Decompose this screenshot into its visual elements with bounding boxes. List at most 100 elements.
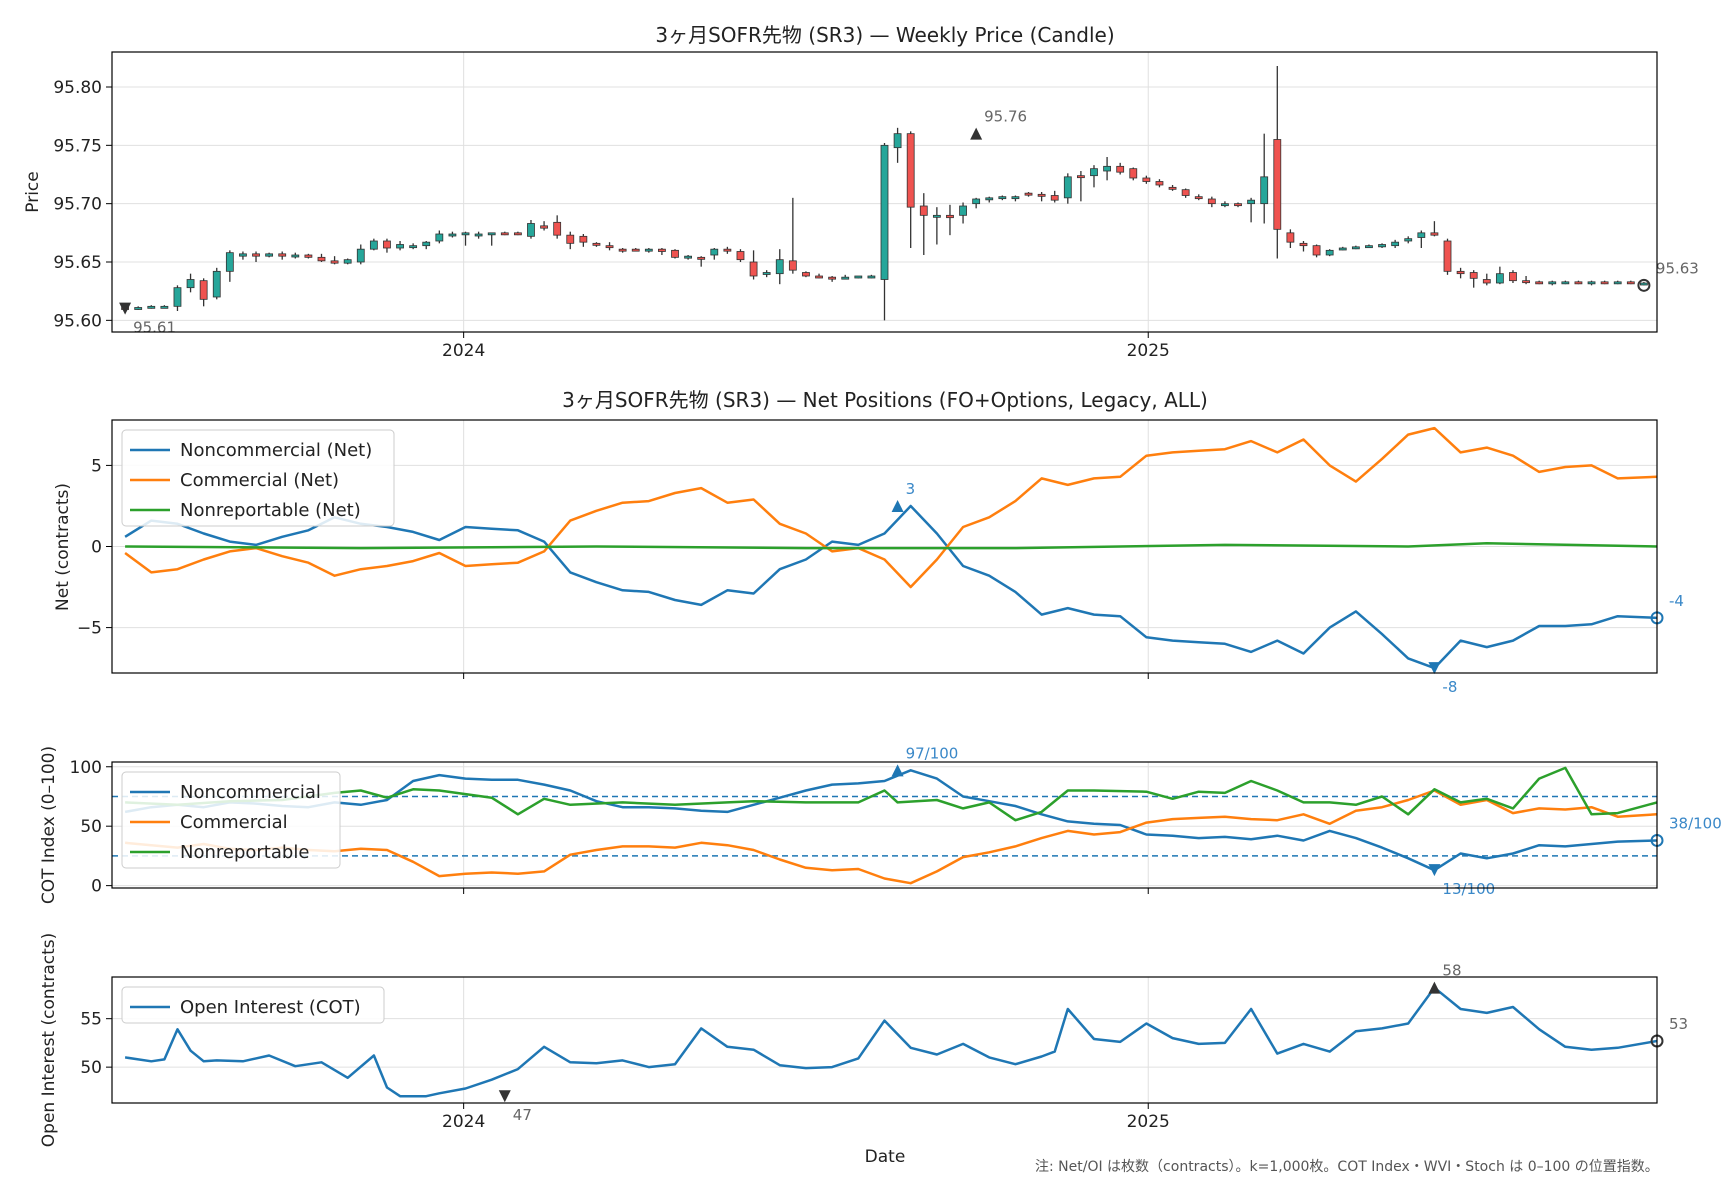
max-label: 97/100 bbox=[906, 744, 959, 762]
candle-body bbox=[1469, 272, 1478, 279]
candle-body bbox=[1076, 175, 1085, 179]
candle-body bbox=[1495, 273, 1504, 284]
min-marker bbox=[498, 1090, 511, 1103]
candle-body bbox=[513, 232, 522, 236]
min-marker bbox=[1428, 864, 1441, 877]
last-label: -4 bbox=[1669, 592, 1684, 610]
series-line bbox=[124, 769, 1658, 872]
cot-legend: Noncommercial Commercial Nonreportable bbox=[121, 771, 341, 869]
candle-body bbox=[671, 249, 679, 258]
candle-body bbox=[932, 214, 941, 218]
net-ylabel: Net (contracts) bbox=[53, 483, 73, 611]
last-label: 53 bbox=[1669, 1015, 1688, 1033]
candle-body bbox=[658, 248, 666, 252]
candle-body bbox=[566, 234, 575, 244]
candle-body bbox=[527, 223, 535, 237]
candle-body bbox=[802, 272, 810, 277]
legend-label: Commercial (Net) bbox=[180, 470, 339, 491]
y-tick-label: 0 bbox=[91, 877, 102, 897]
candle-body bbox=[474, 233, 483, 237]
oi-xlabel: Date bbox=[865, 1147, 906, 1167]
candle-body bbox=[985, 197, 994, 201]
candle-body bbox=[1024, 192, 1033, 196]
candle-body bbox=[1404, 238, 1413, 242]
legend-label: Open Interest (COT) bbox=[180, 997, 361, 1018]
candle-body bbox=[684, 255, 693, 259]
y-tick-label: 95.70 bbox=[53, 195, 102, 215]
candle-body bbox=[618, 248, 627, 252]
candle-body bbox=[605, 245, 614, 249]
y-tick-label: 50 bbox=[80, 817, 102, 837]
min-marker bbox=[1428, 662, 1441, 675]
y-tick-label: 95.75 bbox=[53, 136, 102, 156]
candle-body bbox=[448, 233, 457, 237]
candle-body bbox=[972, 198, 981, 205]
candle-body bbox=[1535, 281, 1544, 285]
legend-label: Nonreportable (Net) bbox=[180, 500, 361, 521]
max-marker bbox=[1428, 981, 1441, 994]
legend-box bbox=[121, 986, 385, 1024]
candle-body bbox=[631, 248, 640, 252]
candle-body bbox=[828, 276, 837, 280]
candle-body bbox=[880, 144, 889, 280]
x-tick-label: 2025 bbox=[1127, 341, 1170, 361]
series-line bbox=[125, 542, 1658, 550]
candle-body bbox=[1063, 176, 1072, 199]
y-tick-label: 55 bbox=[80, 1010, 102, 1030]
candle-body bbox=[422, 241, 431, 247]
candle-body bbox=[265, 253, 274, 257]
candle-body bbox=[579, 235, 588, 243]
candle-body bbox=[304, 254, 313, 258]
candle-body bbox=[343, 259, 352, 264]
y-tick-label: 0 bbox=[91, 538, 102, 558]
candle-body bbox=[540, 225, 548, 229]
candle-body bbox=[1207, 198, 1216, 205]
candle-body bbox=[1129, 168, 1138, 179]
candle-body bbox=[1050, 195, 1059, 201]
candle-body bbox=[1443, 240, 1452, 272]
candle-body bbox=[1299, 242, 1308, 247]
x-tick-label: 2025 bbox=[1127, 1112, 1170, 1132]
candle-body bbox=[1325, 249, 1334, 256]
max-marker bbox=[970, 127, 983, 140]
candle-body bbox=[775, 259, 784, 275]
candle-body bbox=[396, 244, 404, 249]
x-tick-label: 2024 bbox=[442, 1112, 485, 1132]
candle-body bbox=[788, 260, 797, 271]
legend-label: Nonreportable bbox=[180, 842, 309, 863]
cot-axes-frame bbox=[111, 761, 1658, 889]
candle-body bbox=[186, 279, 195, 289]
y-tick-label: 5 bbox=[91, 456, 102, 476]
candle-body bbox=[1155, 181, 1164, 186]
candle-body bbox=[1260, 176, 1269, 205]
candle-body bbox=[1613, 281, 1622, 285]
net-legend: Noncommercial (Net) Commercial (Net) Nonre… bbox=[121, 429, 395, 527]
candle-body bbox=[1600, 281, 1609, 285]
candle-body bbox=[906, 133, 915, 208]
candle-body bbox=[1509, 272, 1517, 282]
candle-body bbox=[1103, 165, 1111, 172]
series-line bbox=[124, 789, 1658, 885]
min-label: -8 bbox=[1442, 678, 1457, 696]
candle-body bbox=[841, 276, 850, 280]
candle-body bbox=[160, 305, 169, 309]
candle-body bbox=[592, 242, 601, 246]
candle-body bbox=[147, 305, 156, 309]
oi-ylabel: Open Interest (contracts) bbox=[39, 933, 59, 1147]
candle-body bbox=[1482, 279, 1491, 284]
legend-label: Noncommercial bbox=[180, 782, 321, 803]
candle-body bbox=[815, 275, 823, 279]
min-marker bbox=[119, 302, 132, 315]
candle-body bbox=[1142, 177, 1151, 182]
max-marker bbox=[891, 764, 904, 777]
candle-body bbox=[225, 252, 234, 272]
candle-body bbox=[644, 248, 653, 252]
candle-body bbox=[946, 214, 954, 219]
y-tick-label: 50 bbox=[80, 1058, 102, 1078]
net-positions-panel: 3ヶ月SOFR先物 (SR3) — Net Positions (FO+Opti… bbox=[53, 388, 1684, 696]
candle-body bbox=[762, 272, 771, 275]
candle-body bbox=[212, 270, 221, 298]
candle-body bbox=[1247, 199, 1256, 205]
candle-body bbox=[749, 261, 758, 277]
